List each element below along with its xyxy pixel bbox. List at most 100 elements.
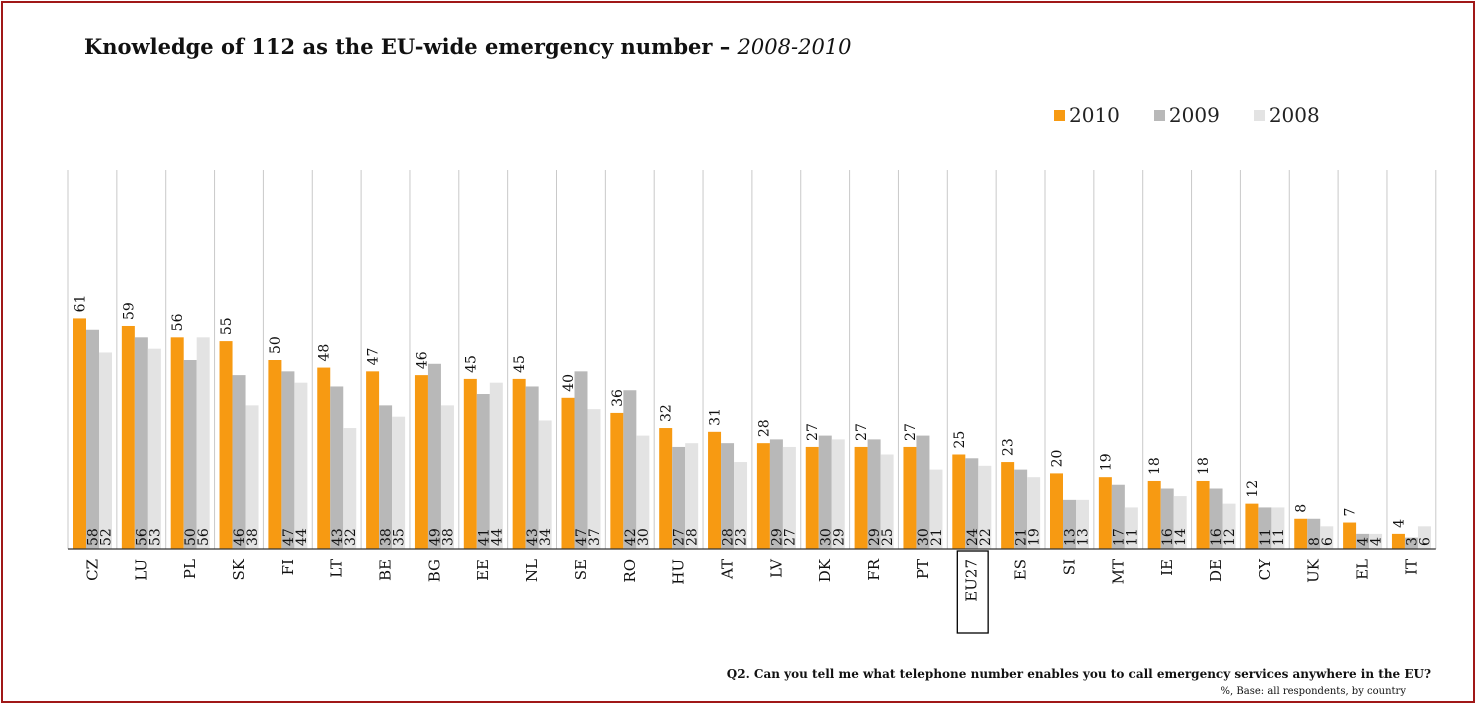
value-label-2009-LT: 43 xyxy=(330,528,346,546)
value-label-2008-SK: 38 xyxy=(245,528,261,546)
bar-2008-UK xyxy=(1320,526,1334,549)
value-label-2010-IE: 18 xyxy=(1147,457,1163,475)
value-label-2010-ES: 23 xyxy=(1001,438,1017,456)
bar-2010-UK xyxy=(1294,518,1308,549)
category-label-LT: LT xyxy=(328,559,346,578)
category-label-LU: LU xyxy=(132,559,150,581)
value-label-2008-PT: 21 xyxy=(929,528,945,546)
bar-2009-LV xyxy=(769,439,783,549)
bar-2008-EL xyxy=(1369,533,1383,549)
value-label-2009-IE: 16 xyxy=(1160,528,1176,546)
bar-2010-AT xyxy=(708,431,722,549)
value-label-2009-BG: 49 xyxy=(427,528,443,546)
category-label-ES: ES xyxy=(1012,559,1030,580)
category-label-SI: SI xyxy=(1060,559,1078,575)
bar-2010-IE xyxy=(1147,480,1161,549)
bar-2010-DE xyxy=(1196,480,1210,549)
value-label-2009-UK: 8 xyxy=(1307,537,1323,546)
legend: 2010 2009 2008 xyxy=(1054,103,1320,127)
bar-2010-EE xyxy=(463,378,477,549)
bar-2009-FR xyxy=(867,439,881,549)
bar-2010-PL xyxy=(170,337,184,549)
value-label-2009-HU: 27 xyxy=(672,528,688,546)
category-label-PL: PL xyxy=(181,559,199,579)
value-label-2008-DE: 12 xyxy=(1222,528,1238,546)
bar-2008-LT xyxy=(343,428,357,549)
legend-item-2009: 2009 xyxy=(1153,103,1220,127)
bar-2010-NL xyxy=(512,378,526,549)
value-label-2009-DE: 16 xyxy=(1209,528,1225,546)
value-label-2009-PT: 30 xyxy=(916,528,932,546)
value-label-2009-AT: 28 xyxy=(721,528,737,546)
title-text: Knowledge of 112 as the EU-wide emergenc… xyxy=(84,34,731,59)
bar-2008-PL xyxy=(196,337,210,549)
value-label-2008-UK: 6 xyxy=(1320,537,1336,546)
value-label-2010-PL: 56 xyxy=(170,313,186,331)
value-label-2010-SI: 20 xyxy=(1050,450,1066,468)
category-label-RO: RO xyxy=(621,559,639,583)
bar-2008-BE xyxy=(392,416,406,549)
legend-item-2010: 2010 xyxy=(1054,103,1120,127)
bar-2008-AT xyxy=(734,462,748,549)
category-label-SE: SE xyxy=(572,559,590,580)
value-label-2009-MT: 17 xyxy=(1111,528,1127,546)
bar-2008-IT xyxy=(1417,526,1431,549)
bar-2009-SK xyxy=(232,375,246,549)
value-label-2009-SI: 13 xyxy=(1063,528,1079,546)
legend-label-2009: 2009 xyxy=(1168,103,1220,127)
value-label-2008-FI: 44 xyxy=(294,528,310,546)
value-label-2010-DK: 27 xyxy=(805,423,821,441)
value-label-2008-DK: 29 xyxy=(831,528,847,546)
value-label-2008-EE: 44 xyxy=(489,528,505,546)
bar-2010-FR xyxy=(854,446,868,549)
bar-2009-LU xyxy=(134,337,148,549)
bar-2008-ES xyxy=(1027,477,1041,549)
value-label-2009-EL: 4 xyxy=(1356,537,1372,546)
value-label-2008-RO: 30 xyxy=(636,528,652,546)
bar-2008-SK xyxy=(245,405,259,549)
bar-2009-IE xyxy=(1160,488,1174,549)
value-label-2010-LU: 59 xyxy=(121,302,137,320)
title-years: 2008-2010 xyxy=(737,35,852,59)
legend-swatch-2009 xyxy=(1153,109,1165,121)
legend-swatch-2010 xyxy=(1054,109,1065,121)
value-label-2010-SE: 40 xyxy=(561,374,577,392)
category-label-IT: IT xyxy=(1402,559,1420,575)
value-label-2008-PL: 56 xyxy=(196,528,212,546)
value-label-2010-CY: 12 xyxy=(1245,480,1261,498)
category-label-IE: IE xyxy=(1158,559,1176,576)
bar-2008-FR xyxy=(880,454,894,549)
value-label-2008-IT: 6 xyxy=(1417,537,1433,546)
category-label-SK: SK xyxy=(230,558,248,580)
bar-2009-PT xyxy=(916,435,930,549)
category-label-EE: EE xyxy=(474,559,492,581)
bar-2009-DK xyxy=(818,435,832,549)
category-label-DK: DK xyxy=(816,558,834,582)
bar-2009-SI xyxy=(1063,499,1076,549)
category-label-CY: CY xyxy=(1256,558,1274,580)
bar-2008-NL xyxy=(538,420,552,549)
bar-2008-IE xyxy=(1173,496,1187,549)
value-label-2010-EL: 7 xyxy=(1343,508,1359,517)
base-note: %, Base: all respondents, by country xyxy=(1220,686,1406,697)
value-label-2009-FR: 29 xyxy=(867,528,883,546)
value-label-2010-RO: 36 xyxy=(610,389,626,407)
value-label-2010-IT: 4 xyxy=(1391,519,1407,528)
bar-2008-FI xyxy=(294,382,308,549)
value-label-2008-NL: 34 xyxy=(538,528,554,546)
category-label-HU: HU xyxy=(670,559,688,585)
value-label-2008-CY: 11 xyxy=(1271,528,1287,546)
value-label-2008-LT: 32 xyxy=(343,528,359,546)
bar-2009-NL xyxy=(525,386,539,549)
bar-2010-SI xyxy=(1050,473,1063,549)
bar-2009-PL xyxy=(183,360,197,549)
bar-2010-HU xyxy=(659,428,673,549)
value-label-2009-FI: 47 xyxy=(281,528,297,546)
bar-2010-DK xyxy=(805,446,819,549)
value-label-2008-SI: 13 xyxy=(1076,528,1092,546)
value-label-2008-FR: 25 xyxy=(880,528,896,546)
bar-2010-RO xyxy=(610,412,624,549)
category-label-FR: FR xyxy=(865,558,883,580)
bar-2009-BG xyxy=(427,363,441,549)
